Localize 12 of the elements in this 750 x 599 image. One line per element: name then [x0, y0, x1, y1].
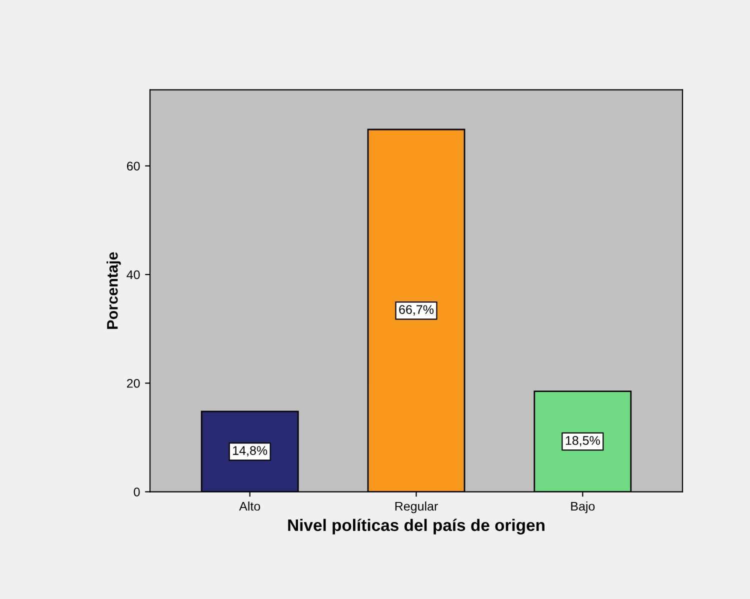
- y-tick-label: 60: [127, 162, 140, 171]
- y-tick-label: 0: [134, 488, 140, 496]
- data-label: 14,8%: [233, 446, 268, 456]
- data-label: 18,5%: [566, 436, 600, 446]
- x-tick-label: Regular: [395, 502, 438, 514]
- x-tick-label: Bajo: [571, 502, 595, 514]
- data-label: 66,7%: [399, 305, 434, 316]
- y-axis-title: Porcentaje: [106, 252, 121, 329]
- y-tick-label: 20: [127, 378, 140, 388]
- x-tick-label: Alto: [239, 502, 260, 511]
- x-axis-title: Nivel políticas del país de origen: [288, 518, 544, 534]
- y-tick-label: 40: [126, 270, 140, 280]
